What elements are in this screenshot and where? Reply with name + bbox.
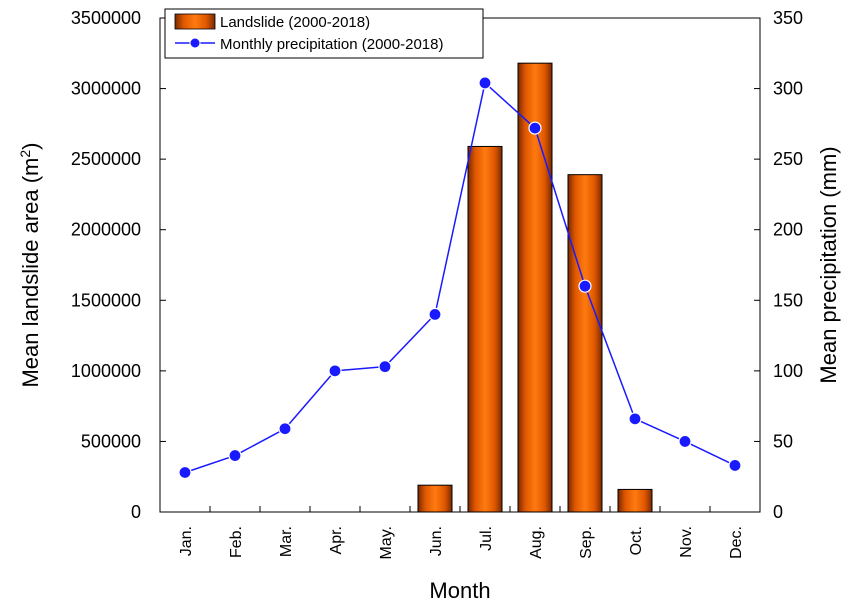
landslide-bar xyxy=(517,62,553,513)
legend-marker-swatch xyxy=(189,37,201,49)
legend-bar-swatch xyxy=(174,13,216,30)
x-tick-label: Oct. xyxy=(628,526,645,555)
x-tick-label: Aug. xyxy=(528,526,545,559)
x-tick-label: Dec. xyxy=(728,526,745,559)
x-tick-label: Sep. xyxy=(578,526,595,559)
left-tick-label: 2000000 xyxy=(71,220,141,240)
precipitation-point xyxy=(628,412,642,426)
x-tick-label: Nov. xyxy=(678,526,695,558)
x-tick-label: Jul. xyxy=(478,526,495,551)
precipitation-point xyxy=(378,360,392,374)
precipitation-point xyxy=(228,448,242,463)
landslide-bar xyxy=(417,484,453,513)
landslide-bar xyxy=(617,488,653,513)
x-tick-label: Apr. xyxy=(328,526,345,554)
x-tick-label: Feb. xyxy=(228,526,245,558)
precipitation-point xyxy=(328,364,342,378)
legend-box xyxy=(164,8,484,59)
x-axis-title: Month xyxy=(429,578,490,603)
precipitation-point xyxy=(428,307,442,321)
precipitation-line xyxy=(178,76,742,480)
legend-precipitation-label: Monthly precipitation (2000-2018) xyxy=(220,36,443,53)
right-tick-label: 250 xyxy=(773,149,803,169)
precipitation-point xyxy=(278,422,292,436)
left-tick-label: 2500000 xyxy=(71,149,141,169)
plot-frame xyxy=(159,17,761,513)
right-tick-label: 350 xyxy=(773,8,803,28)
right-tick-label: 50 xyxy=(773,431,793,451)
precipitation-point xyxy=(728,458,742,473)
precipitation-point xyxy=(178,465,192,480)
x-axis-ticks: Jan. Feb. Mar. Apr. May. Jun. Jul. Aug. Sep. Oct.… xyxy=(178,506,745,559)
left-tick-label: 3000000 xyxy=(71,79,141,99)
right-y-axis-ticks: 0 50 100 150 200 250 300 350 xyxy=(754,8,803,522)
landslide-bars xyxy=(417,62,653,513)
left-tick-label: 1500000 xyxy=(71,290,141,310)
x-tick-label: May. xyxy=(378,526,395,559)
precipitation-point xyxy=(678,434,692,449)
right-y-axis-title: Mean precipitation (mm) xyxy=(816,146,841,383)
left-y-axis-title: Mean landslide area (m2) xyxy=(17,142,43,387)
precipitation-series-line xyxy=(184,81,736,474)
x-tick-label: Jun. xyxy=(428,526,445,556)
right-tick-label: 0 xyxy=(773,502,783,522)
left-tick-label: 3500000 xyxy=(71,8,141,28)
right-tick-label: 200 xyxy=(773,220,803,240)
x-tick-label: Mar. xyxy=(278,526,295,557)
precipitation-point xyxy=(578,279,592,293)
right-tick-label: 100 xyxy=(773,361,803,381)
left-tick-label: 500000 xyxy=(81,431,141,451)
landslide-bar xyxy=(567,174,603,513)
precipitation-point xyxy=(478,76,492,90)
left-tick-label: 0 xyxy=(131,502,141,522)
precipitation-point xyxy=(528,121,542,135)
right-tick-label: 150 xyxy=(773,290,803,310)
right-tick-label: 300 xyxy=(773,79,803,99)
legend-landslide-label: Landslide (2000-2018) xyxy=(220,14,370,31)
landslide-bar xyxy=(467,145,503,513)
left-y-axis-ticks: 0 500000 1000000 1500000 2000000 2500000 30000… xyxy=(71,8,166,522)
x-tick-label: Jan. xyxy=(178,526,195,556)
legend: Landslide (2000-2018) Monthly precipitat… xyxy=(164,8,484,59)
left-tick-label: 1000000 xyxy=(71,361,141,381)
